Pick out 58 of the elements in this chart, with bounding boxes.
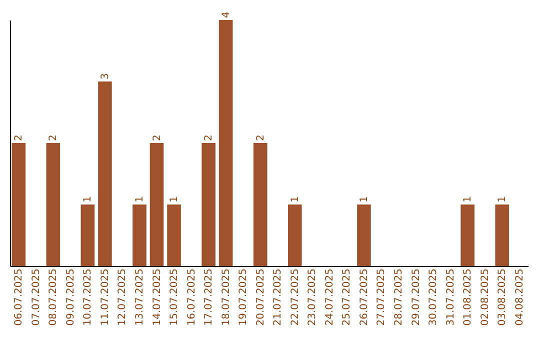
x-tick-label: 18.07.2025 [220, 268, 232, 326]
x-tick-label: 15.07.2025 [169, 268, 180, 326]
data-label: 1 [497, 196, 508, 202]
data-label: 1 [290, 196, 301, 202]
bar [495, 204, 510, 266]
data-label: 1 [134, 196, 146, 202]
x-tick-label: 13.07.2025 [134, 268, 146, 326]
x-tick-label: 12.07.2025 [117, 268, 128, 326]
x-tick-label: 07.07.2025 [30, 268, 42, 326]
bar [202, 143, 216, 266]
bar [357, 204, 371, 266]
bar [150, 143, 164, 266]
x-tick-label: 24.07.2025 [324, 268, 336, 326]
data-label: 1 [358, 196, 370, 202]
x-tick-label: 23.07.2025 [307, 268, 318, 326]
x-tick-label: 31.07.2025 [445, 268, 456, 326]
bar [167, 204, 181, 266]
x-tick-label: 29.07.2025 [410, 268, 422, 326]
data-label: 1 [82, 196, 94, 202]
bar [80, 204, 95, 266]
x-tick-label: 16.07.2025 [186, 268, 198, 326]
x-tick-label: 17.07.2025 [204, 268, 215, 326]
x-tick-label: 30.07.2025 [428, 268, 440, 326]
x-tick-label: 19.07.2025 [238, 268, 250, 326]
data-label: 2 [204, 134, 215, 141]
bar [98, 82, 112, 266]
x-tick-label: 11.07.2025 [100, 268, 111, 326]
bar [12, 143, 26, 266]
x-tick-label: 27.07.2025 [376, 268, 388, 326]
bar [218, 20, 233, 266]
x-tick-label: 02.08.2025 [480, 268, 491, 326]
data-label: 1 [169, 196, 180, 202]
data-label: 2 [152, 134, 163, 141]
data-label: 2 [255, 134, 266, 141]
x-tick-label: 26.07.2025 [358, 268, 370, 326]
x-tick-label: 22.07.2025 [290, 268, 301, 326]
x-tick-label: 08.07.2025 [48, 268, 60, 326]
bar [253, 143, 268, 266]
x-tick-label: 03.08.2025 [497, 268, 508, 326]
data-label: 2 [48, 134, 60, 141]
x-tick-label: 28.07.2025 [394, 268, 404, 326]
data-label: 1 [462, 196, 474, 202]
data-label: 4 [220, 12, 232, 18]
bar [460, 204, 474, 266]
data-label: 3 [100, 73, 111, 80]
x-tick-label: 14.07.2025 [152, 268, 163, 326]
bar [288, 204, 302, 266]
x-tick-label: 01.08.2025 [462, 268, 474, 326]
data-label: 2 [14, 134, 25, 141]
x-tick-label: 09.07.2025 [65, 268, 76, 326]
bar [132, 204, 146, 266]
x-tick-label: 10.07.2025 [82, 268, 94, 326]
bar [46, 143, 60, 266]
x-tick-label: 06.07.2025 [14, 268, 25, 326]
x-tick-label: 20.07.2025 [255, 268, 266, 326]
x-tick-label: 21.07.2025 [272, 268, 284, 326]
x-tick-label: 25.07.2025 [342, 268, 353, 326]
x-tick-label: 04.08.2025 [514, 268, 526, 326]
